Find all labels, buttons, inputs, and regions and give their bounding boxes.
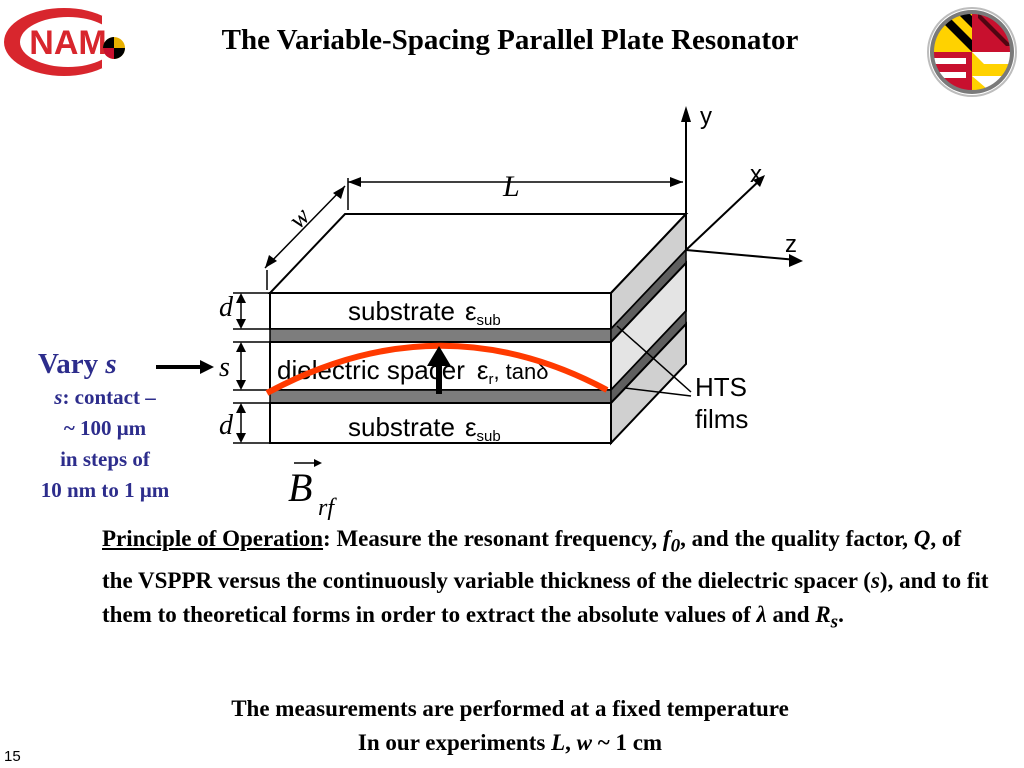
top-hts-film	[269, 328, 612, 343]
spacing-label-s: s	[219, 352, 230, 383]
principle-text-2: , and the quality factor,	[680, 526, 914, 551]
brf-symbol-letter: B	[288, 465, 312, 510]
thickness-label-d-bottom: d	[219, 410, 234, 441]
vary-note: s: contact – ~ 100 μm in steps of 10 nm …	[10, 382, 200, 506]
principle-paragraph: Principle of Operation: Measure the reso…	[102, 522, 992, 639]
brf-symbol: B rf	[288, 459, 337, 521]
footer-line2-prefix: In our experiments	[357, 730, 552, 755]
y-axis-label: y	[700, 103, 712, 130]
resonator-diagram: y x z L w d s d substrate εsub dielectric…	[219, 103, 803, 446]
top-substrate-front	[269, 292, 612, 330]
top-substrate-label: substrate εsub	[348, 296, 501, 329]
x-axis	[685, 179, 761, 251]
hts-pointer-top	[616, 325, 692, 393]
principle-text-5: and	[766, 601, 816, 627]
footer-line2-suffix: ~ 1 cm	[591, 730, 663, 755]
bottom-substrate-front	[269, 402, 612, 444]
vary-s-label: Vary s	[38, 348, 117, 381]
vary-note-line1: : contact –	[62, 385, 156, 409]
bottom-substrate-label: substrate εsub	[348, 412, 501, 445]
principle-text-3: , of the VSPPR versus the continuously v…	[102, 526, 962, 593]
umd-globe-logo	[927, 7, 1017, 97]
hts-films-label-line1: HTS	[695, 372, 747, 402]
principle-heading: Principle of Operation	[102, 526, 324, 551]
thickness-label-d-top: d	[219, 292, 234, 323]
vary-arrow-icon	[156, 360, 214, 374]
principle-text-6: .	[838, 601, 844, 627]
vary-note-line2: ~ 100 μm	[63, 416, 147, 440]
bottom-substrate-side	[610, 321, 687, 446]
hts-pointer-bottom	[624, 387, 692, 397]
principle-lambda: λ	[756, 601, 767, 627]
nam-logo: NAM	[4, 8, 128, 76]
page-number: 15	[4, 748, 21, 765]
vary-label-prefix: Vary	[38, 348, 99, 380]
rf-field-curve	[265, 342, 609, 396]
principle-f: f	[662, 526, 671, 551]
hts-films-label-line2: films	[695, 404, 748, 434]
footer-l: L	[551, 730, 566, 755]
vary-label-var: s	[105, 348, 117, 380]
width-label-w: w	[283, 201, 316, 234]
z-axis	[685, 249, 798, 261]
brf-symbol-subscript: rf	[318, 495, 337, 521]
width-dimension-line	[264, 185, 346, 269]
principle-r: R	[815, 601, 831, 627]
z-axis-label: z	[785, 231, 797, 258]
slide-title: The Variable-Spacing Parallel Plate Reso…	[221, 24, 799, 56]
dielectric-spacer-label: dielectric spacer εr, tanδ	[277, 355, 549, 388]
footer-w: w	[576, 730, 592, 755]
length-label-L: L	[502, 170, 520, 203]
nam-logo-text: NAM	[29, 24, 106, 62]
footer-line2: In our experiments L, w ~ 1 cm	[100, 726, 920, 760]
principle-text-1: : Measure the resonant frequency,	[323, 526, 663, 551]
x-axis-label: x	[750, 161, 762, 188]
vary-note-var: s	[54, 385, 63, 409]
principle-s: s	[870, 567, 880, 593]
footer-text: The measurements are performed at a fixe…	[100, 692, 920, 760]
principle-f-sub: 0	[670, 535, 681, 557]
vary-note-line3: in steps of	[60, 447, 150, 471]
principle-text-4: ), and to fit them to theoretical forms …	[102, 567, 989, 627]
footer-comma: ,	[565, 730, 577, 755]
principle-r-sub: s	[830, 611, 839, 633]
principle-q: Q	[913, 526, 931, 551]
vary-note-line4: 10 nm to 1 μm	[40, 478, 170, 502]
footer-line1: The measurements are performed at a fixe…	[231, 696, 789, 721]
